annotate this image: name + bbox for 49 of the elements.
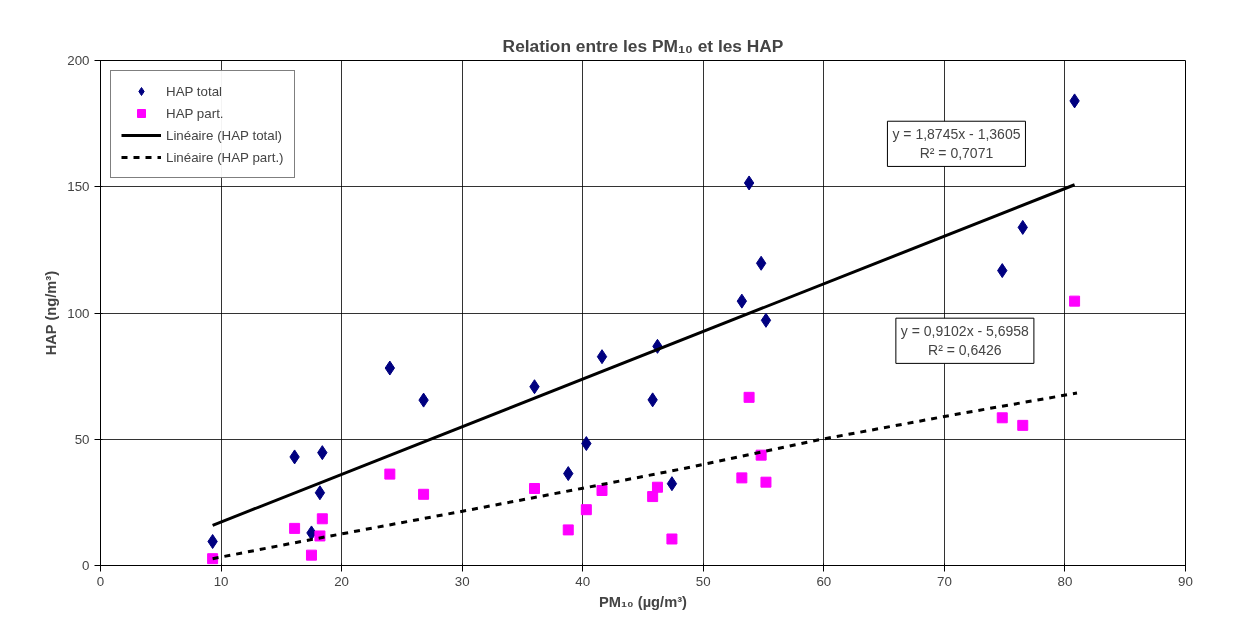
legend-label: Linéaire (HAP total): [166, 127, 283, 143]
point: [666, 533, 678, 545]
y-tick-label: 200: [67, 53, 90, 68]
legend-label: Linéaire (HAP part.): [166, 149, 284, 165]
y-tick-label: 0: [82, 558, 90, 573]
point: [529, 482, 540, 494]
point: [760, 312, 772, 328]
point: [418, 488, 430, 500]
annotation: y = 0,9102x - 5,6958 R² = 0,6426: [900, 323, 1030, 359]
point: [305, 549, 317, 561]
point: [651, 481, 663, 493]
annotation: y = 1,8745x - 1,3605 R² = 0,7071: [892, 126, 1021, 162]
x-tick-label: 60: [816, 573, 832, 589]
point: [755, 255, 767, 271]
x-tick-label: 50: [695, 573, 711, 589]
point: [743, 175, 755, 191]
point: [1069, 295, 1081, 307]
y-tick-label: 100: [67, 305, 90, 321]
point: [316, 513, 328, 525]
legend-label: HAP total: [166, 83, 223, 99]
point: [384, 468, 396, 480]
y-tick-label: 50: [74, 431, 90, 447]
point: [596, 349, 608, 365]
point: [736, 472, 748, 484]
point: [1017, 419, 1029, 431]
point: [562, 524, 574, 536]
x-tick-label: 10: [213, 573, 229, 589]
y-axis-title: HAP (ng/m³): [43, 270, 60, 356]
point: [996, 412, 1008, 424]
x-tick-label: 20: [334, 573, 350, 589]
point: [580, 504, 592, 516]
x-tick-label: 40: [575, 573, 591, 589]
x-tick-label: 0: [96, 573, 105, 589]
x-tick-label: 30: [454, 573, 470, 589]
x-tick-label: 90: [1178, 573, 1193, 589]
point: [596, 485, 608, 497]
x-tick-label: 70: [936, 573, 952, 589]
chart-title: Relation entre les PM₁₀ et les HAP: [502, 35, 784, 56]
point: [666, 476, 678, 492]
x-axis-title: PM₁₀ (µg/m³): [599, 593, 688, 610]
x-tick-label: 80: [1057, 573, 1073, 589]
y-tick-label: 150: [67, 179, 90, 195]
point: [314, 485, 326, 501]
point: [760, 476, 772, 488]
point: [647, 491, 659, 503]
legend-label: HAP part.: [166, 105, 224, 121]
point: [743, 391, 755, 403]
point: [289, 522, 301, 534]
point: [736, 293, 748, 309]
